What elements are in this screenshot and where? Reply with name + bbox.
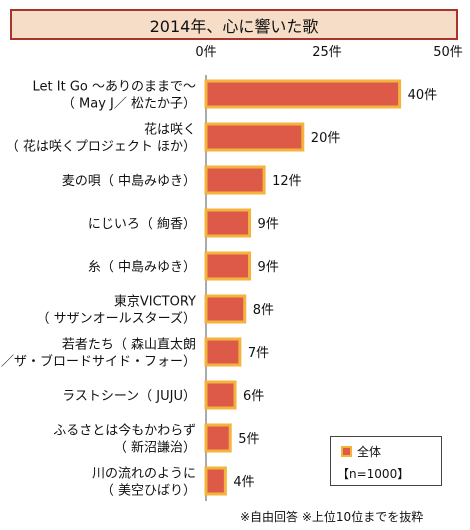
category-label: 東京VICTORY (114, 294, 196, 310)
bar-value-label: 9件 (258, 260, 279, 275)
bar-value-label: 40件 (408, 88, 438, 103)
bar-value-label: 9件 (258, 217, 279, 232)
category-label: ふるさとは今もかわらず (53, 423, 196, 439)
bar (204, 122, 305, 152)
x-tick-label: 0件 (195, 45, 216, 60)
category-label: 川の流れのように (92, 467, 196, 482)
bar (204, 79, 402, 109)
chart-title: 2014年、心に響いた歌 (10, 9, 458, 40)
category-label: （ サザンオールスターズ） (37, 311, 196, 327)
footnote: ※自由回答 ※上位10位までを抜粋 (240, 510, 424, 524)
bar (204, 294, 247, 324)
category-label: （ May J／ 松たか子） (62, 97, 196, 112)
category-label: ／ザ・ブロードサイド・フォー） (1, 354, 196, 370)
x-tick-label: 25件 (312, 45, 342, 60)
bar (204, 337, 242, 367)
bar (204, 380, 237, 410)
legend: 全体 【n=1000】 (330, 436, 442, 486)
category-label: にじいろ（ 絢香） (88, 217, 196, 232)
bar (204, 251, 252, 281)
bar-value-label: 20件 (311, 131, 341, 146)
bar (204, 466, 227, 496)
bar (204, 208, 252, 238)
bar-value-label: 6件 (243, 389, 264, 404)
category-label: ラストシーン（ JUJU） (62, 389, 196, 404)
category-label: 花は咲く (144, 122, 196, 138)
category-label: Let It Go ～ありのままで～ (33, 80, 196, 95)
legend-swatch (341, 446, 352, 457)
category-label: （ 花は咲くプロジェクト ほか） (6, 139, 196, 155)
bar-value-label: 8件 (253, 303, 274, 318)
bar (204, 165, 266, 195)
category-label: 糸（ 中島みゆき） (88, 260, 196, 275)
category-label: 麦の唄（ 中島みゆき） (62, 174, 196, 189)
category-label: （ 新沼謙治） (114, 440, 196, 456)
bar-value-label: 12件 (272, 174, 302, 189)
bar-value-label: 5件 (238, 432, 259, 447)
legend-sample-size: 【n=1000】 (337, 467, 410, 481)
bar-value-label: 4件 (233, 475, 254, 490)
category-label: （ 美空ひばり） (101, 484, 196, 499)
legend-series-name: 全体 (357, 445, 382, 459)
x-tick-label: 50件 (433, 45, 463, 60)
bar (204, 423, 232, 453)
category-label: 若者たち（ 森山直太朗 (62, 337, 196, 353)
bar-value-label: 7件 (248, 346, 269, 361)
